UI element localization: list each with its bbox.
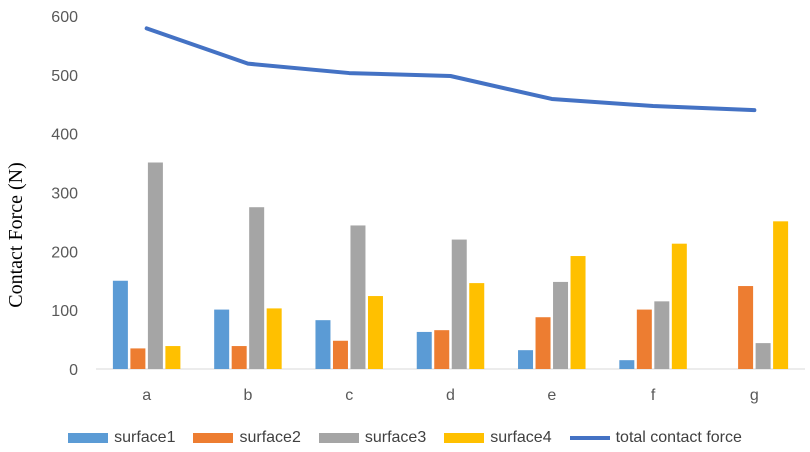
bars (112, 162, 789, 369)
bar-surface2-c (332, 340, 348, 369)
y-tick-label: 600 (51, 9, 78, 26)
bar-surface4-a (165, 346, 181, 369)
bar-surface2-d (434, 330, 450, 369)
bar-surface2-g (738, 286, 754, 369)
bar-surface4-b (266, 308, 282, 369)
legend-item: surface4 (444, 429, 552, 447)
y-tick-label: 500 (51, 68, 78, 85)
legend-label: total contact force (615, 429, 742, 446)
x-tick-label: a (142, 387, 151, 404)
bar-surface2-f (636, 309, 652, 369)
bar-surface3-g (755, 343, 771, 369)
bar-surface4-f (671, 243, 687, 369)
bar-surface1-a (112, 280, 128, 369)
legend-swatch (68, 433, 109, 443)
y-tick-label: 0 (69, 362, 78, 379)
legend-swatch (444, 433, 485, 443)
legend-swatch (193, 433, 234, 443)
bar-surface1-b (214, 309, 230, 369)
legend-label: surface1 (114, 429, 176, 446)
y-axis-label: Contact Force (N) (5, 162, 27, 308)
x-tick-label: f (651, 387, 656, 404)
bar-surface3-f (654, 301, 670, 369)
x-axis-ticks: a b c d e f g (142, 387, 759, 404)
legend-item: total contact force (569, 429, 742, 447)
y-tick-label: 200 (51, 244, 78, 261)
legend-item: surface3 (318, 429, 427, 447)
legend-label: surface2 (239, 429, 301, 446)
x-tick-label: c (345, 387, 353, 404)
y-tick-label: 400 (51, 127, 78, 144)
legend-item: surface1 (68, 429, 175, 447)
line-series (144, 26, 757, 113)
x-tick-label: g (750, 387, 759, 404)
legend-swatch (569, 436, 610, 440)
y-axis-ticks: 0 100 200 300 400 500 600 (51, 9, 78, 379)
bar-surface3-a (147, 162, 163, 369)
bar-surface2-e (535, 317, 551, 369)
legend-label: surface4 (490, 429, 552, 446)
bar-surface1-f (619, 360, 635, 369)
y-tick-label: 100 (51, 303, 78, 320)
x-tick-label: d (446, 387, 455, 404)
bar-surface4-g (773, 221, 789, 369)
bar-surface3-e (553, 281, 569, 369)
x-tick-label: e (547, 387, 556, 404)
bar-surface2-a (130, 348, 146, 369)
bar-surface1-c (315, 320, 331, 369)
legend: surface1 surface2 surface3 surface4 total co… (0, 426, 810, 450)
bar-surface3-d (451, 239, 467, 369)
y-tick-label: 300 (51, 186, 78, 203)
bar-surface1-e (518, 350, 534, 369)
legend-swatch (318, 433, 359, 443)
bar-surface1-d (416, 331, 432, 369)
bar-surface4-e (570, 256, 586, 369)
bar-surface3-b (249, 207, 265, 369)
x-tick-label: b (243, 387, 252, 404)
bar-surface4-c (367, 296, 383, 369)
bar-surface2-b (231, 346, 247, 369)
bar-surface3-c (350, 225, 366, 369)
legend-label: surface3 (364, 429, 427, 446)
line-total-contact-force (144, 26, 757, 113)
bar-surface4-d (469, 283, 485, 369)
legend-item: surface2 (193, 429, 301, 447)
